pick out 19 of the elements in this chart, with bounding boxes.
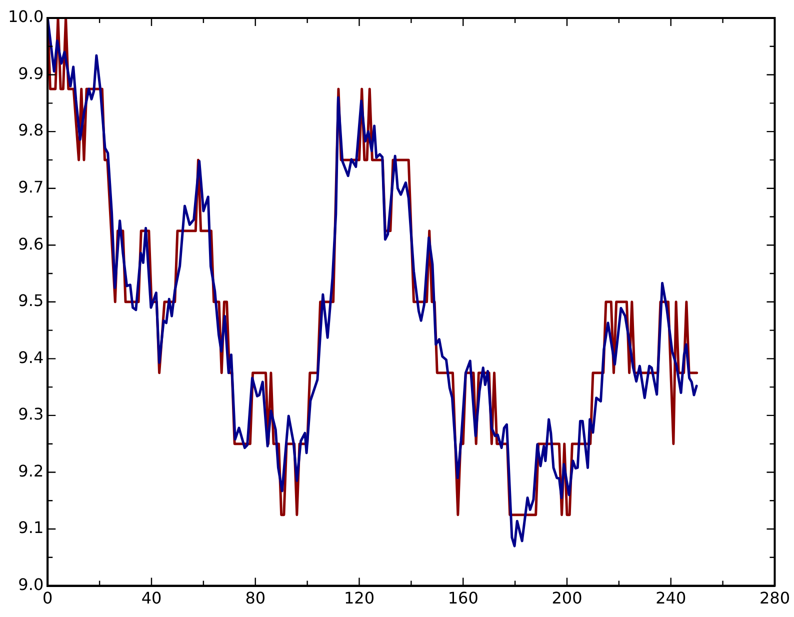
x-tick-label: 160 <box>448 588 478 608</box>
y-tick-label: 9.3 <box>18 404 44 424</box>
y-tick-label: 9.9 <box>18 64 44 83</box>
x-tick-label: 40 <box>141 588 162 608</box>
y-tick-label: 10.0 <box>8 7 44 26</box>
y-tick-label: 9.4 <box>18 348 44 367</box>
x-tick-label: 200 <box>552 588 582 608</box>
x-tick-label: 120 <box>344 588 375 608</box>
x-tick-label: 280 <box>759 588 790 608</box>
y-tick-label: 9.5 <box>18 291 44 310</box>
y-tick-label: 9.0 <box>18 574 44 594</box>
y-tick-label: 9.1 <box>18 518 44 538</box>
y-tick-label: 9.7 <box>18 177 44 196</box>
x-tick-label: 80 <box>245 588 266 608</box>
x-tick-label: 240 <box>656 588 686 608</box>
x-tick-label: 0 <box>42 588 53 608</box>
y-tick-label: 9.2 <box>18 461 44 480</box>
y-tick-label: 9.6 <box>18 234 44 254</box>
y-tick-label: 9.8 <box>18 120 44 140</box>
